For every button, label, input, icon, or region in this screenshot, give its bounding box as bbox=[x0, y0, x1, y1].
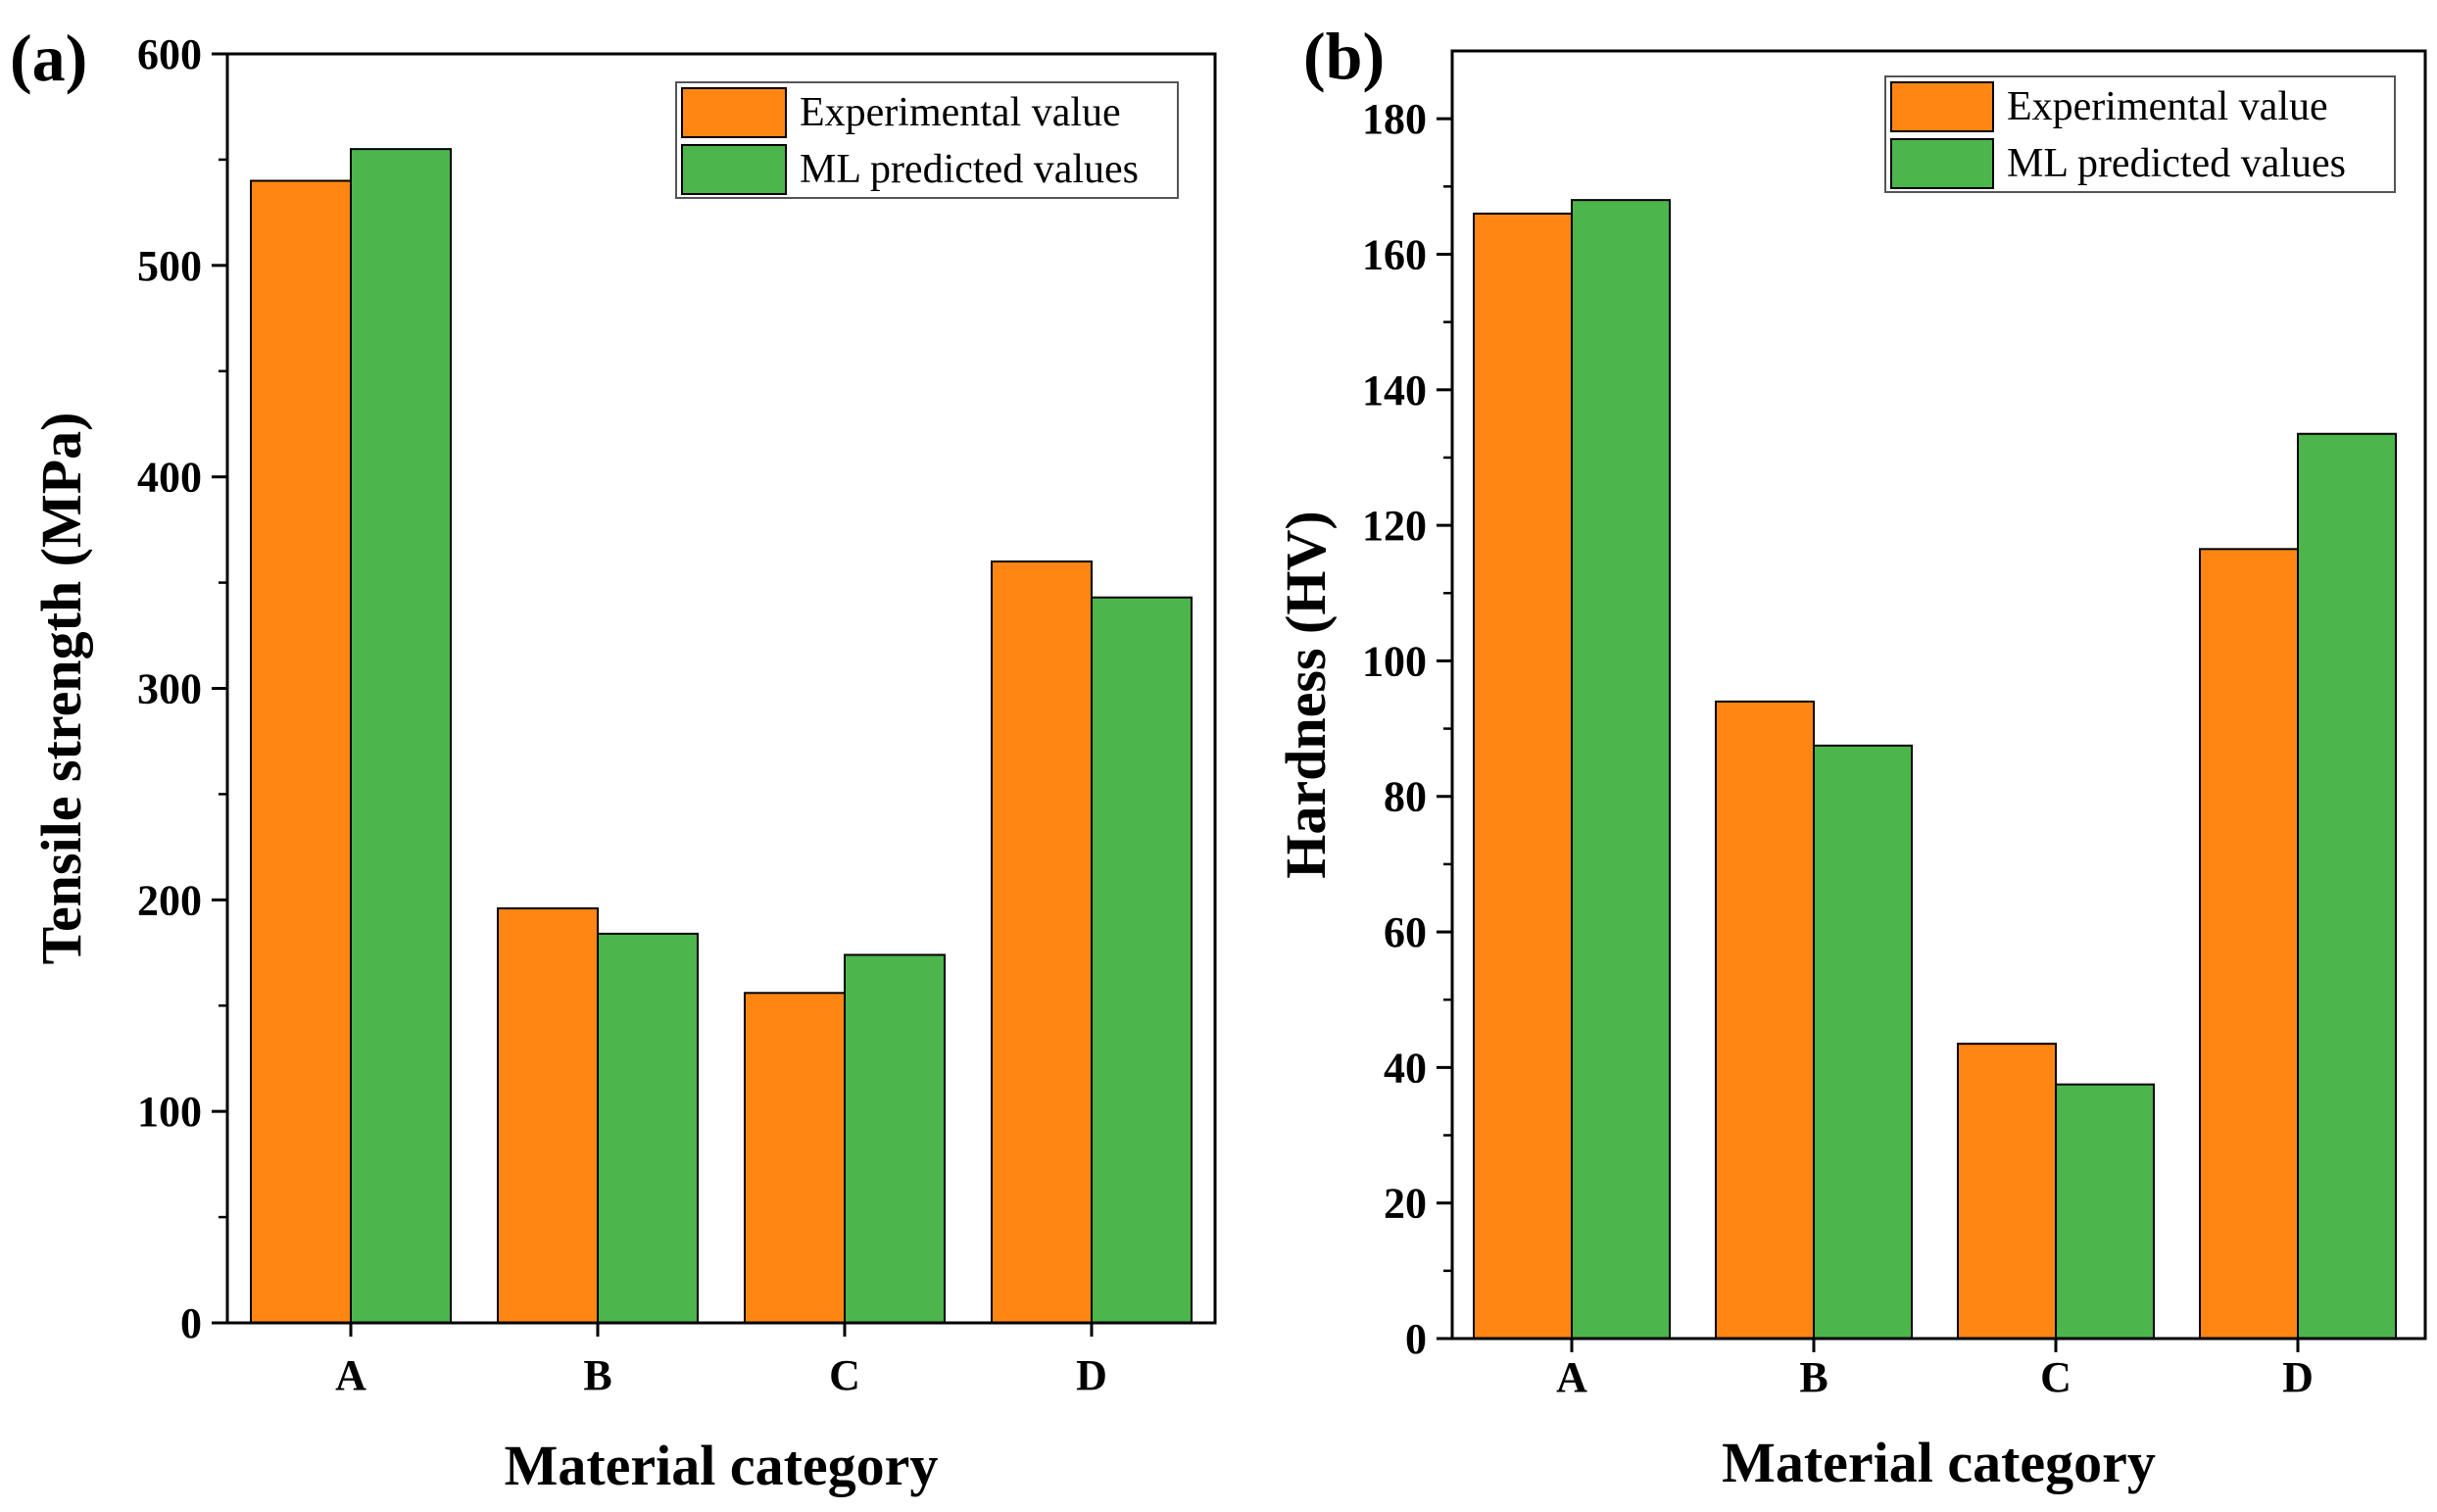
bar-C-series-2 bbox=[2055, 1083, 2155, 1340]
plot-frame bbox=[225, 52, 1217, 1325]
y-tick-label: 100 bbox=[137, 1088, 202, 1136]
y-tick-label: 180 bbox=[1362, 95, 1427, 143]
bar-A-series-1 bbox=[250, 179, 352, 1324]
bar-D-series-1 bbox=[2199, 548, 2299, 1340]
x-tick-label: A bbox=[335, 1351, 366, 1399]
bar-C-series-1 bbox=[1957, 1043, 2057, 1341]
y-tick-label: 500 bbox=[137, 242, 202, 290]
y-tick-label: 0 bbox=[180, 1299, 202, 1347]
bar-A-series-2 bbox=[350, 148, 452, 1324]
bar-B-series-1 bbox=[1715, 700, 1815, 1340]
bar-C-series-1 bbox=[744, 992, 846, 1324]
legend-label-series-1: Experimental value bbox=[2007, 84, 2328, 129]
bar-C-series-2 bbox=[844, 953, 946, 1324]
panel-label: (b) bbox=[1303, 19, 1385, 93]
legend-swatch-series-2 bbox=[1890, 138, 1994, 189]
legend-label-series-1: Experimental value bbox=[800, 90, 1121, 135]
y-tick-label: 160 bbox=[1362, 230, 1427, 278]
y-axis-title: Hardness (HV) bbox=[1274, 511, 1338, 878]
chart-panel-a: A B C D 0 100 200 300 400 500 600 (a) Material categ… bbox=[10, 21, 1217, 1497]
y-tick-label: 200 bbox=[137, 876, 202, 924]
y-tick-label: 120 bbox=[1362, 502, 1427, 550]
x-tick-label: C bbox=[829, 1351, 860, 1399]
y-tick-label: 60 bbox=[1384, 908, 1427, 956]
legend-label-series-2: ML predicted values bbox=[2007, 141, 2346, 186]
y-tick-label: 80 bbox=[1384, 773, 1427, 821]
bar-B-series-2 bbox=[597, 932, 699, 1324]
chart-panel-b: A B C D 0 20 40 60 80 100 120 140 160 180(b) Material … bbox=[1274, 19, 2427, 1494]
bar-D-series-2 bbox=[2297, 432, 2397, 1340]
y-tick-label: 140 bbox=[1362, 366, 1427, 415]
legend-swatch-series-1 bbox=[681, 87, 787, 138]
legend: Experimental value ML predicted values bbox=[675, 81, 1179, 199]
y-tick-label: 20 bbox=[1384, 1180, 1427, 1228]
y-tick-label: 40 bbox=[1384, 1044, 1427, 1092]
y-tick-label: 100 bbox=[1362, 637, 1427, 685]
bar-A-series-2 bbox=[1571, 199, 1671, 1341]
legend-swatch-series-2 bbox=[681, 144, 787, 195]
x-tick-label: C bbox=[2040, 1353, 2071, 1401]
plot-frame bbox=[1450, 49, 2427, 1341]
y-tick-label: 600 bbox=[137, 30, 202, 78]
y-tick-label: 400 bbox=[137, 454, 202, 502]
panel-label: (a) bbox=[10, 21, 87, 95]
y-axis-title: Tensile strength (MPa) bbox=[29, 413, 93, 965]
y-tick-label: 300 bbox=[137, 665, 202, 713]
x-tick-label: B bbox=[1799, 1353, 1828, 1401]
x-tick-label: A bbox=[1556, 1353, 1587, 1401]
legend-label-series-2: ML predicted values bbox=[800, 147, 1139, 192]
x-axis-title: Material category bbox=[505, 1434, 939, 1497]
x-tick-label: D bbox=[2282, 1353, 2314, 1401]
x-axis-title: Material category bbox=[1722, 1431, 2156, 1494]
x-tick-label: D bbox=[1076, 1351, 1107, 1399]
x-tick-label: B bbox=[583, 1351, 611, 1399]
bar-B-series-1 bbox=[497, 906, 599, 1324]
bar-A-series-1 bbox=[1473, 212, 1573, 1340]
y-tick-label: 0 bbox=[1405, 1315, 1427, 1363]
legend: Experimental value ML predicted values bbox=[1884, 75, 2396, 193]
bar-B-series-2 bbox=[1813, 744, 1913, 1340]
bar-D-series-2 bbox=[1091, 596, 1193, 1324]
legend-swatch-series-1 bbox=[1890, 81, 1994, 132]
bar-D-series-1 bbox=[991, 561, 1093, 1324]
